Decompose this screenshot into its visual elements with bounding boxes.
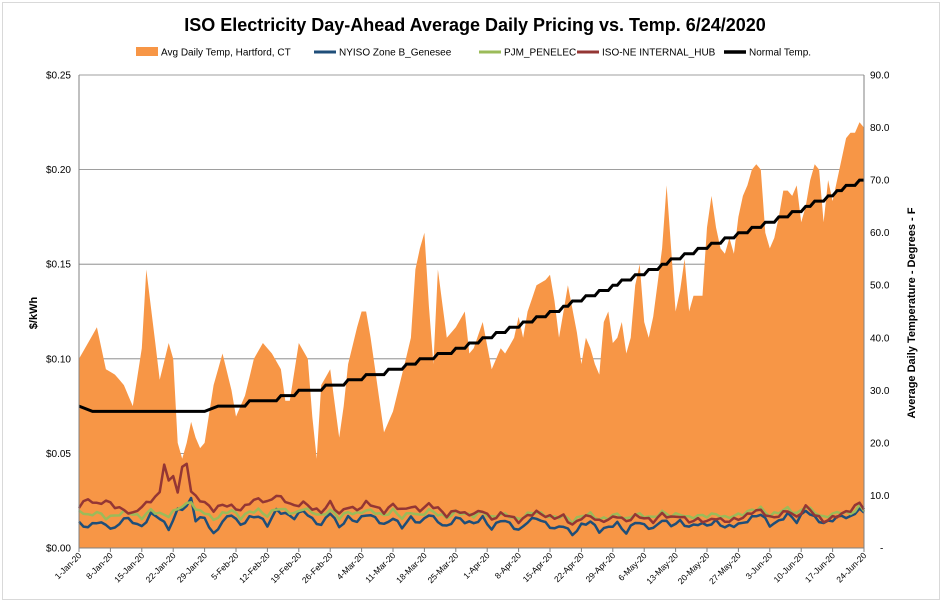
y-axis-ticks: $0.00 $0.05 $0.10 $0.15 $0.20 $0.25 [46, 71, 71, 555]
x-tick-label: 27-May-20 [707, 550, 743, 586]
x-tick-label: 13-May-20 [644, 550, 680, 586]
x-tick-label: 22-Jan-20 [143, 550, 177, 584]
x-tick-label: 15-Apr-20 [521, 550, 555, 584]
x-tick-label: 17-Jun-20 [803, 550, 837, 584]
x-tick-label: 20-May-20 [676, 550, 712, 586]
legend-label-normal-temp: Normal Temp. [749, 48, 811, 59]
x-tick-label: 19-Feb-20 [268, 550, 303, 585]
y-tick-label: $0.10 [46, 354, 71, 365]
y2-axis-ticks: - 10.0 20.0 30.0 40.0 50.0 60.0 70.0 80.0 90.0 [870, 71, 890, 555]
line-layer [77, 178, 866, 537]
series-avg-daily-temp-hartford-ct [79, 122, 864, 549]
x-tick-label: 8-Jan-20 [84, 550, 115, 581]
x-tick-label: 4-Mar-20 [335, 550, 367, 582]
x-tick-label: 24-Jun-20 [834, 550, 868, 584]
series-iso-ne-internal-hub [77, 462, 866, 526]
x-tick-label: 5-Feb-20 [209, 550, 241, 582]
y2-tick-label: 70.0 [870, 176, 890, 187]
x-tick-label: 18-Mar-20 [394, 550, 429, 585]
series-normal-temp [78, 178, 864, 413]
y-axis-label: $/kWh [28, 297, 40, 330]
y2-tick-label: 10.0 [870, 491, 890, 502]
chart-title: ISO Electricity Day-Ahead Average Daily … [184, 15, 766, 35]
x-tick-label: 6-May-20 [616, 550, 649, 583]
y2-tick-label: 30.0 [870, 386, 890, 397]
legend-label-pjm-penelec: PJM_PENELEC [504, 48, 576, 59]
y2-tick-label: 90.0 [870, 71, 890, 82]
y2-tick-label: 50.0 [870, 281, 890, 292]
y-tick-label: $0.15 [46, 260, 71, 271]
y2-tick-label: 80.0 [870, 123, 890, 134]
axes [78, 75, 865, 549]
y-tick-label: $0.20 [46, 165, 71, 176]
x-axis-ticks: 1-Jan-20 8-Jan-2015-Jan-2022-Jan-2029-Jan… [53, 548, 869, 586]
x-tick-label: 11-Mar-20 [363, 550, 398, 585]
legend-label-iso-ne-internal-hub: ISO-NE INTERNAL_HUB [602, 48, 716, 59]
legend-swatch-avg-daily-temp-hartford-ct [136, 47, 158, 56]
x-tick-label: 3-Jun-20 [743, 550, 774, 581]
legend-label-nyiso-zone-b-genesee: NYISO Zone B_Genesee [339, 48, 452, 59]
x-tick-label: 29-Apr-20 [583, 550, 617, 584]
legend: Avg Daily Temp, Hartford, CT NYISO Zone B… [136, 47, 811, 59]
area-layer [79, 122, 864, 549]
y2-tick-label: 40.0 [870, 333, 890, 344]
y2-axis-label: Average Daily Temperature - Degrees - F [906, 207, 918, 418]
x-tick-label: 8-Apr-20 [493, 550, 524, 581]
y2-tick-label: 20.0 [870, 438, 890, 449]
x-tick-label: 29-Jan-20 [175, 550, 209, 584]
y2-tick-label: - [880, 544, 883, 555]
x-tick-label: 25-Mar-20 [425, 550, 460, 585]
x-tick-label: 12-Feb-20 [237, 550, 272, 585]
x-tick-label: 26-Feb-20 [300, 550, 335, 585]
y2-tick-label: 60.0 [870, 228, 890, 239]
series-nyiso-zone-b-genesee [78, 496, 865, 537]
x-tick-label: 1-Jan-20 [53, 550, 84, 581]
x-tick-label: 10-Jun-20 [771, 550, 805, 584]
x-tick-label: 1-Apr-20 [461, 550, 492, 581]
x-tick-label: 22-Apr-20 [552, 550, 586, 584]
legend-label-avg-daily-temp-hartford-ct: Avg Daily Temp, Hartford, CT [161, 48, 291, 59]
chart-svg: ISO Electricity Day-Ahead Average Daily … [28, 15, 918, 586]
x-tick-label: 15-Jan-20 [112, 550, 146, 584]
y-tick-label: $0.05 [46, 449, 71, 460]
y-tick-label: $0.25 [46, 71, 71, 82]
y-tick-label: $0.00 [46, 544, 71, 555]
